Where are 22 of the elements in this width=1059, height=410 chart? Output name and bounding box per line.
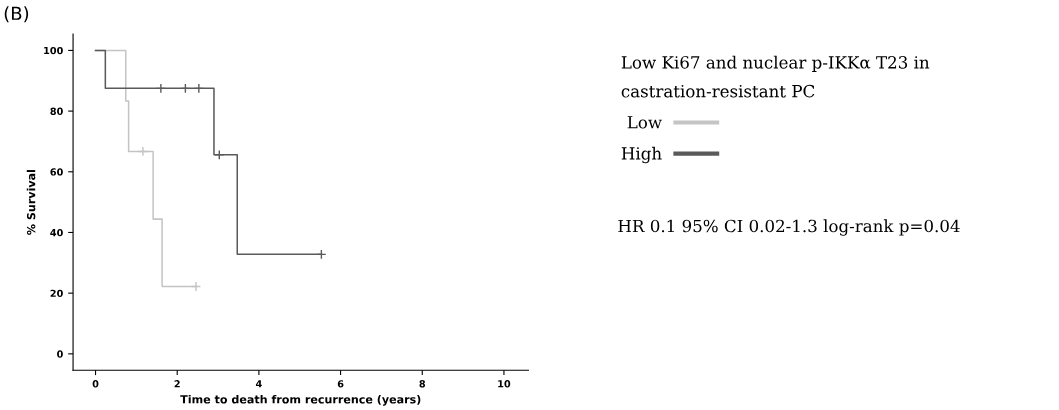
y-tick-label: 0 xyxy=(57,350,63,358)
x-tick-label: 8 xyxy=(419,380,426,388)
y-tick-label: 60 xyxy=(50,168,63,176)
x-tick-label: 10 xyxy=(498,380,511,388)
y-axis-title: % Survival xyxy=(26,170,36,235)
y-tick-label: 20 xyxy=(50,289,63,297)
y-tick-label: 100 xyxy=(44,46,63,55)
point xyxy=(137,146,148,157)
x-tick-label: 0 xyxy=(92,380,99,388)
y-tick-label: 40 xyxy=(50,228,63,237)
x-axis-title: Time to death from recurrence (years) xyxy=(180,394,421,406)
y-tick-label: 80 xyxy=(50,107,63,115)
x-tick-label: 6 xyxy=(337,380,344,388)
legend-label: Low xyxy=(627,116,662,129)
point xyxy=(155,83,166,94)
point xyxy=(193,83,204,94)
legend-label: High xyxy=(621,146,662,164)
x-tick-label: 4 xyxy=(255,380,262,388)
text: HR 0.1 95% CI 0.02-1.3 log-rank p=0.04 xyxy=(618,219,960,236)
x-tick-label: 2 xyxy=(174,380,180,388)
text: (B) xyxy=(4,6,29,23)
legend-title: Low Ki67 and nuclear p-IKKα T23 in castration-resistant PC xyxy=(621,55,930,98)
